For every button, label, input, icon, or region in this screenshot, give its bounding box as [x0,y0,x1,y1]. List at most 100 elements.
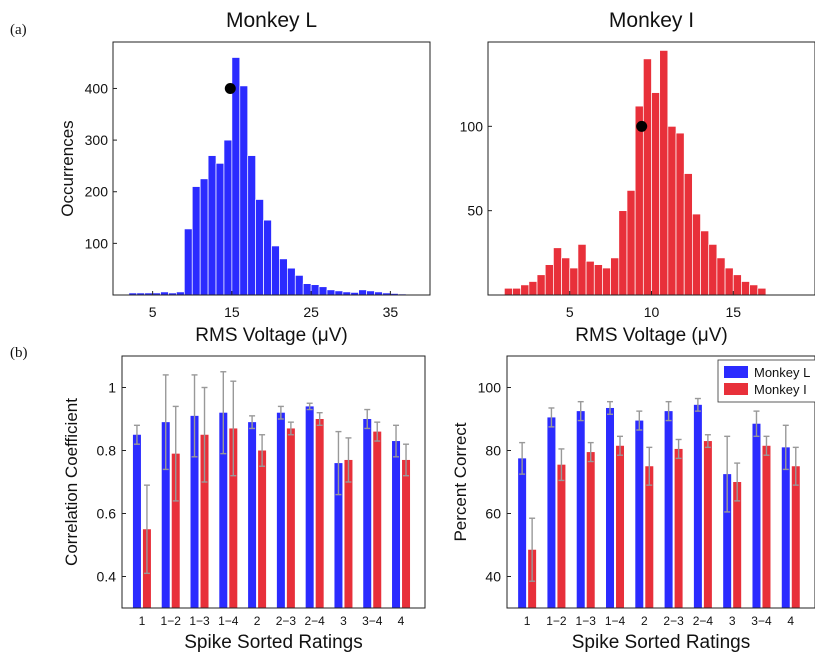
x-tick-label: 2−3 [276,614,297,628]
x-tick-label: 3 [340,614,347,628]
y-tick-label: 40 [485,569,501,585]
histogram-bar [215,162,225,296]
histogram-bar [366,290,375,296]
y-tick-label: 1 [108,380,116,396]
x-tick-label: 1 [524,614,531,628]
bar-monkey-l [693,404,702,608]
histogram-monkey-i: 5 10 15 50 100 Monkey I RMS Voltage (μV) [460,9,815,346]
x-tick-label: 2−4 [304,614,325,628]
axes-frame [121,355,426,609]
y-tick-label: 100 [478,380,502,396]
y-axis-label: Occurrences [58,120,77,216]
histogram-monkey-l: 5 15 25 35 100 200 300 400 Monkey L RMS Voltage (… [58,9,431,346]
histogram-bar [334,290,344,296]
y-axis-label: Correlation Coefficient [62,398,81,566]
histogram-bar [207,155,217,296]
bar-monkey-i [286,428,295,608]
x-tick-label: 3−4 [362,614,383,628]
y-axis-label: Percent Correct [451,422,470,541]
histogram-bar [642,58,652,296]
bar-monkey-i [586,452,595,608]
bar-monkey-i [645,466,654,608]
x-tick-label: 3−4 [751,614,772,628]
bar-monkey-i [791,466,800,608]
y-tick-label: 0.6 [97,506,117,522]
histogram-bar [610,257,620,296]
histogram-bar [561,257,571,296]
bar-monkey-l [392,441,401,608]
histogram-bar [294,275,304,296]
histogram-bar [651,92,661,296]
histogram-bar [512,287,522,296]
x-axis-label: Spike Sorted Ratings [184,632,363,653]
x-tick-label: 2 [641,614,648,628]
x-tick-label: 15 [725,304,741,320]
bar-monkey-i [674,448,683,608]
histogram-bar [271,245,280,296]
histogram-bar [593,264,603,296]
bar-monkey-l [576,411,585,608]
histogram-bar [553,247,562,296]
bar-monkey-l [132,434,141,608]
y-tick-label: 60 [485,506,501,522]
bar-monkey-l [664,411,673,608]
histogram-bar [700,230,710,296]
bar-monkey-l [752,423,761,608]
histogram-bar [675,132,685,296]
chart-title: Monkey L [226,9,317,32]
bar-monkey-i [616,445,625,608]
legend-swatch [724,366,748,378]
x-tick-label: 4 [787,614,794,628]
histogram-bar [716,257,726,296]
x-tick-label: 10 [644,304,660,320]
y-tick-label: 400 [85,80,109,96]
x-tick-label: 4 [398,614,405,628]
bar-monkey-l [219,412,228,608]
bar-monkey-i [315,419,324,608]
bar-monkey-l [363,419,372,608]
histogram-bar [749,284,759,296]
x-tick-label: 5 [149,304,157,320]
x-tick-label: 1 [139,614,146,628]
chart-title: Monkey I [609,9,694,32]
x-tick-label: 2−4 [693,614,714,628]
x-tick-label: 35 [383,304,399,320]
bar-monkey-l [190,415,199,608]
histogram-bar [757,287,767,296]
histogram-bar [247,155,257,296]
bar-monkey-i [229,428,238,608]
bar-monkey-i [171,453,180,608]
legend: Monkey L Monkey I [717,359,815,403]
y-tick-label: 100 [85,235,109,251]
histogram-bar [618,210,628,296]
bar-monkey-l [518,458,527,608]
panel-label-a: (a) [10,22,27,38]
histogram-bar [732,274,742,296]
bar-monkey-l [723,474,732,608]
bar-monkey-i [344,459,353,608]
histogram-bar [667,125,677,296]
y-tick-label: 80 [485,443,501,459]
x-axis-label: RMS Voltage (μV) [575,325,727,346]
histogram-bar [302,283,312,296]
x-tick-label: 1−4 [218,614,239,628]
bar-chart-percent-correct: 1 1−2 1−3 1−4 2 2−3 2−4 3 3−4 4 40 60 80 100 Spike Sor… [451,355,815,653]
bar-monkey-i [703,441,712,608]
y-tick-label: 50 [467,203,483,219]
legend-label: Monkey I [754,382,807,397]
bar-monkey-i [557,464,566,608]
bar-monkey-l [305,406,314,608]
histogram-bar [683,173,693,296]
histogram-bar [692,213,701,296]
histogram-bar [569,267,579,296]
bar-monkey-l [547,417,556,608]
histogram-bar [626,190,636,296]
bar-monkey-l [276,412,285,608]
histogram-bar [536,274,546,296]
mean-marker [636,120,648,132]
histogram-bar [310,284,320,296]
x-tick-label: 1−4 [605,614,626,628]
histogram-bar [263,219,272,296]
bar-monkey-l [334,463,343,608]
